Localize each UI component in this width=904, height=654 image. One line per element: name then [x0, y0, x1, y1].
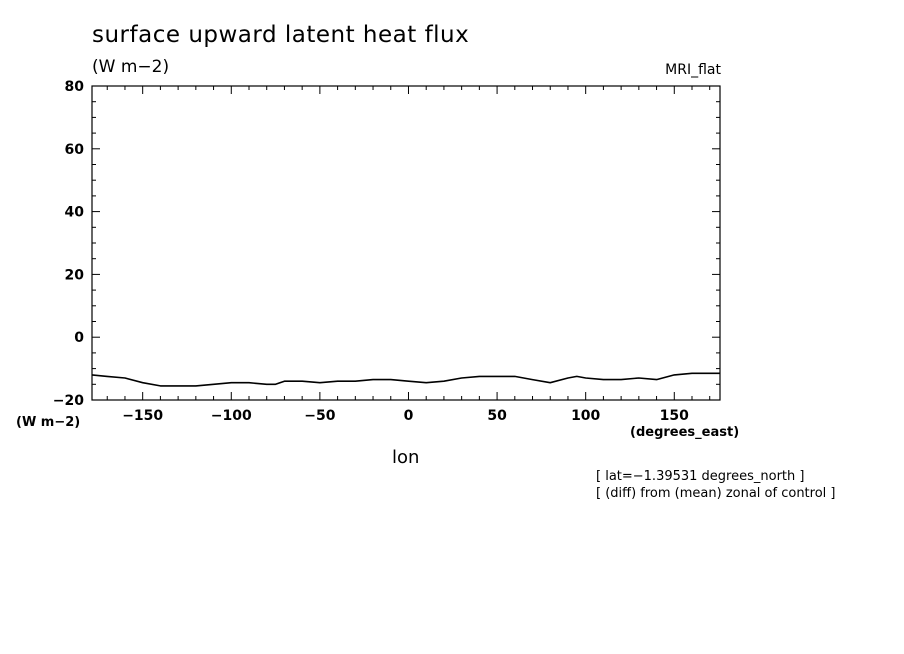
x-tick-label: −150 [122, 408, 163, 424]
series-line [91, 372, 720, 387]
x-units: (degrees_east) [630, 425, 740, 440]
note-diff: [ (diff) from (mean) zonal of control ] [596, 486, 836, 501]
x-tick-label: −100 [211, 408, 252, 424]
note-latitude: [ lat=−1.39531 degrees_north ] [596, 469, 805, 484]
y-units-top: (W m−2) [92, 57, 170, 77]
x-tick-label: 50 [487, 408, 507, 424]
y-tick-label: −20 [53, 393, 84, 409]
x-axis-label: lon [392, 447, 420, 468]
dataset-label: MRI_flat [665, 62, 721, 78]
x-tick-label: 0 [404, 408, 414, 424]
y-tick-label: 60 [65, 142, 85, 158]
y-units-bottom: (W m−2) [16, 415, 81, 430]
plot-frame [91, 85, 721, 401]
y-tick-label: 20 [65, 267, 85, 283]
x-tick-label: 150 [660, 408, 689, 424]
y-tick-label: 0 [74, 330, 84, 346]
y-tick-label: 40 [65, 205, 85, 221]
y-tick-label: 80 [65, 79, 85, 95]
x-tick-label: −50 [304, 408, 335, 424]
x-tick-label: 100 [571, 408, 600, 424]
chart-title: surface upward latent heat flux [92, 22, 470, 48]
